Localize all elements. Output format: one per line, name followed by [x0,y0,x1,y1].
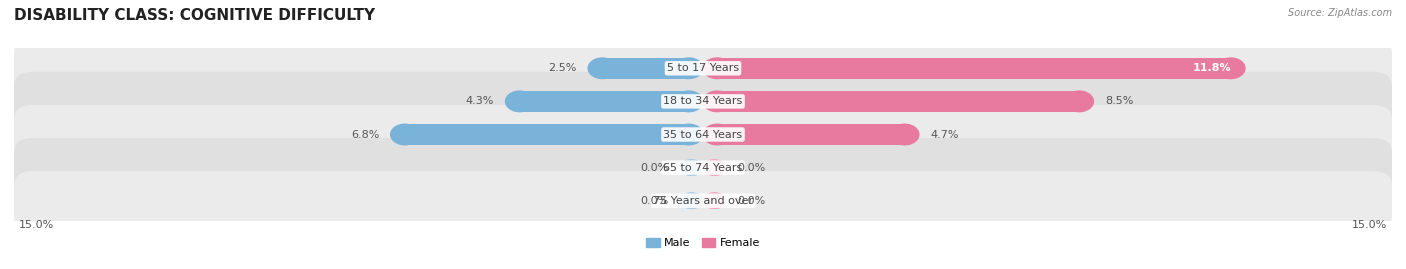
Text: 6.8%: 6.8% [352,129,380,140]
Text: Source: ZipAtlas.com: Source: ZipAtlas.com [1288,8,1392,18]
Text: 15.0%: 15.0% [1353,220,1388,230]
Text: 4.7%: 4.7% [931,129,959,140]
Circle shape [681,193,702,208]
Text: DISABILITY CLASS: COGNITIVE DIFFICULTY: DISABILITY CLASS: COGNITIVE DIFFICULTY [14,8,375,23]
FancyBboxPatch shape [690,160,692,175]
Text: 0.0%: 0.0% [738,196,766,206]
FancyBboxPatch shape [717,124,904,145]
Circle shape [703,193,724,208]
FancyBboxPatch shape [717,58,1230,79]
Circle shape [682,160,703,175]
Circle shape [703,91,731,112]
Text: 2.5%: 2.5% [548,63,576,73]
Circle shape [1216,58,1244,79]
FancyBboxPatch shape [14,138,1392,197]
Text: 35 to 64 Years: 35 to 64 Years [664,129,742,140]
Text: 0.0%: 0.0% [640,196,669,206]
Circle shape [681,160,702,175]
Circle shape [391,124,419,145]
FancyBboxPatch shape [602,58,689,79]
FancyBboxPatch shape [717,91,1080,112]
Circle shape [675,58,703,79]
FancyBboxPatch shape [14,72,1392,131]
Circle shape [704,193,725,208]
FancyBboxPatch shape [14,171,1392,230]
Circle shape [704,160,725,175]
FancyBboxPatch shape [405,124,689,145]
Circle shape [890,124,920,145]
Text: 5 to 17 Years: 5 to 17 Years [666,63,740,73]
Circle shape [682,193,703,208]
Text: 8.5%: 8.5% [1105,96,1133,107]
Circle shape [506,91,534,112]
Circle shape [675,124,703,145]
Text: 0.0%: 0.0% [738,162,766,173]
FancyBboxPatch shape [714,160,716,175]
Circle shape [703,160,724,175]
Text: 75 Years and over: 75 Years and over [652,196,754,206]
FancyBboxPatch shape [714,193,716,208]
Text: 15.0%: 15.0% [18,220,53,230]
FancyBboxPatch shape [690,193,692,208]
Circle shape [588,58,617,79]
Legend: Male, Female: Male, Female [641,233,765,253]
Circle shape [703,124,731,145]
FancyBboxPatch shape [520,91,689,112]
Circle shape [703,58,731,79]
Text: 11.8%: 11.8% [1192,63,1232,73]
Text: 4.3%: 4.3% [465,96,494,107]
FancyBboxPatch shape [14,105,1392,164]
FancyBboxPatch shape [14,39,1392,98]
Text: 18 to 34 Years: 18 to 34 Years [664,96,742,107]
Text: 0.0%: 0.0% [640,162,669,173]
Text: 65 to 74 Years: 65 to 74 Years [664,162,742,173]
Circle shape [675,91,703,112]
Circle shape [1064,91,1094,112]
